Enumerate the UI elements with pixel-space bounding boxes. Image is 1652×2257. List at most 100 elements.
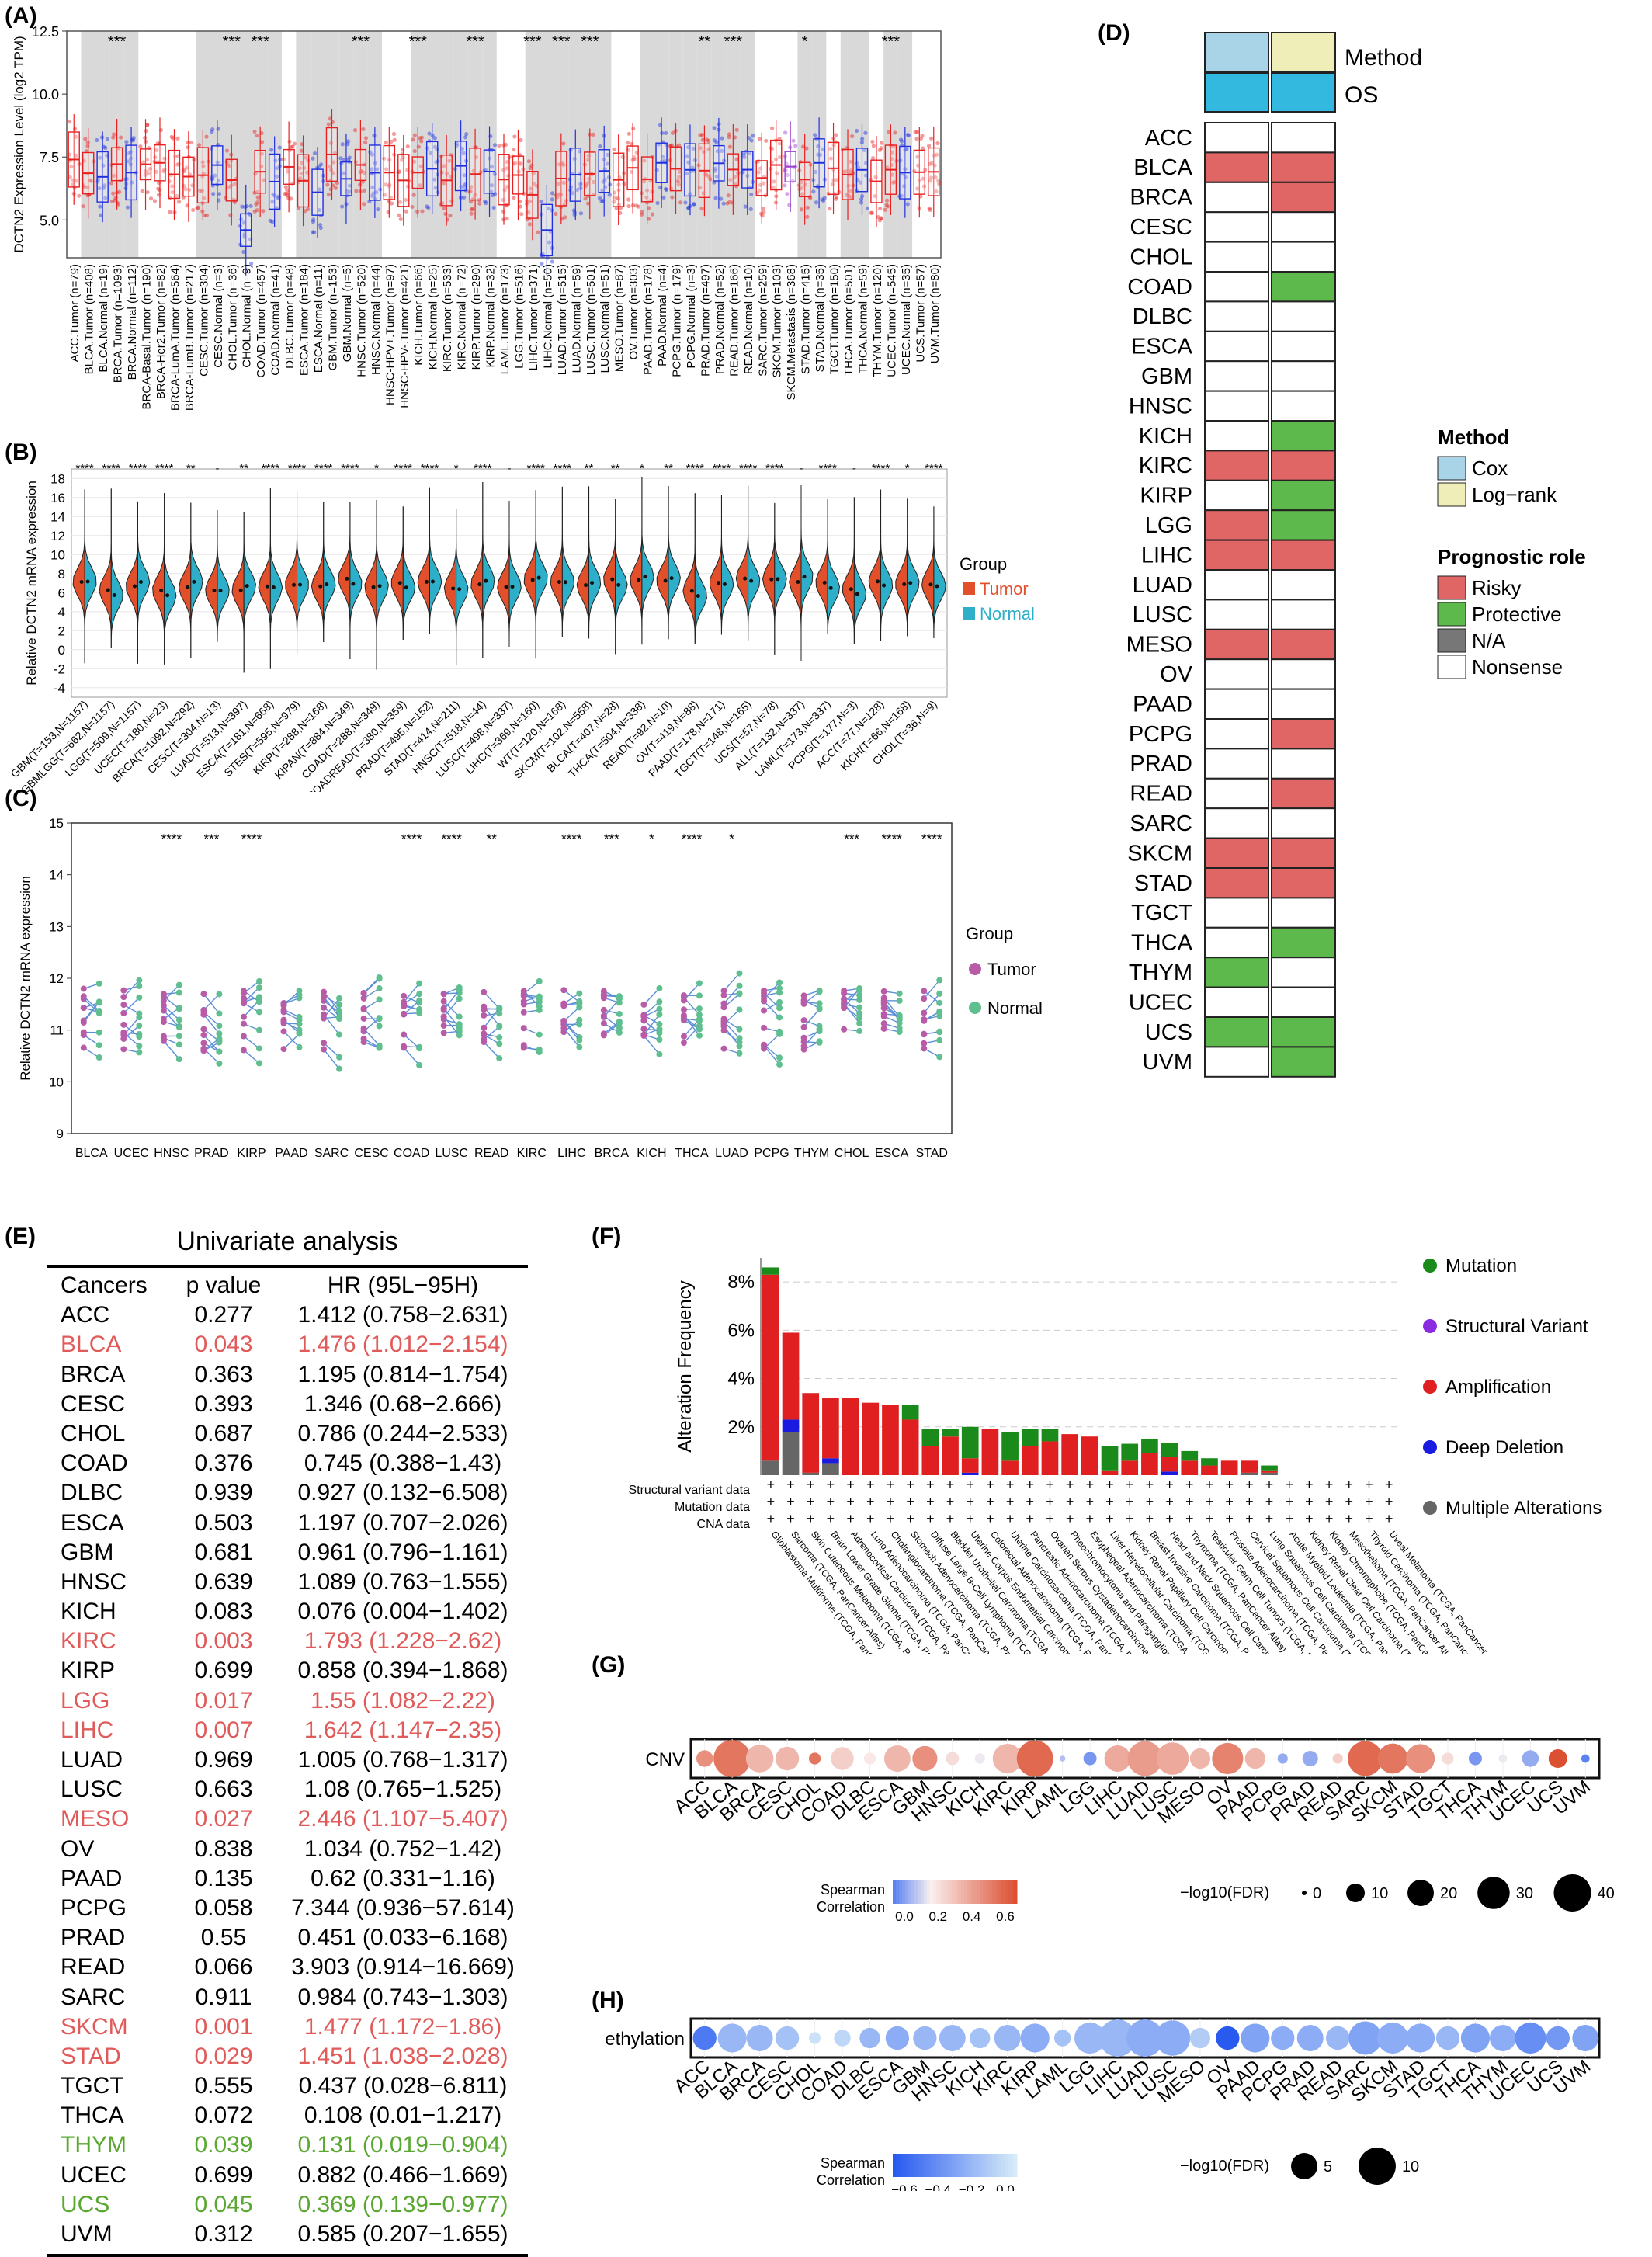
colorbar-segment — [980, 2154, 984, 2177]
median-dot — [86, 580, 90, 584]
data-point — [83, 137, 87, 141]
bar-segment — [783, 1419, 800, 1432]
data-point — [399, 217, 403, 221]
legend-swatch — [963, 582, 975, 595]
x-tick-label: ESCA.Normal (n=11) — [312, 264, 325, 373]
tumor-point — [120, 1002, 127, 1008]
tumor-point — [681, 1033, 687, 1040]
colorbar-segment — [936, 2154, 940, 2177]
p-value-cell: 0.969 — [169, 1745, 278, 1775]
data-available-mark: + — [1245, 1477, 1254, 1492]
significance-stars: **** — [527, 462, 546, 475]
data-available-mark: + — [906, 1477, 914, 1492]
normal-point — [817, 1023, 823, 1030]
legend-swatch — [1423, 1440, 1437, 1454]
normal-point — [817, 1006, 823, 1012]
y-tick-label: 12 — [49, 971, 64, 986]
data-point — [497, 144, 501, 148]
normal-point — [656, 1036, 662, 1043]
x-tick-label: KIRC.Normal (n=72) — [456, 264, 469, 370]
cancer-cell: THCA — [47, 2101, 169, 2130]
data-available-mark: + — [1086, 1511, 1095, 1526]
colorbar-segment — [958, 1880, 962, 1904]
data-point — [820, 197, 824, 201]
y-tick-label: 4% — [727, 1369, 755, 1390]
data-point — [626, 141, 630, 144]
data-point — [683, 200, 687, 204]
tumor-point — [81, 1019, 87, 1026]
colorbar-segment — [930, 1880, 934, 1904]
data-available-mark: + — [846, 1477, 855, 1492]
method-cox-cell — [1205, 33, 1268, 71]
x-tick-label: PRAD — [194, 1147, 228, 1160]
cancer-cell: STAD — [47, 2042, 169, 2071]
data-point — [872, 144, 876, 148]
bar-segment — [1241, 1460, 1258, 1473]
normal-point — [696, 1026, 703, 1032]
normal-point — [416, 1045, 422, 1051]
correlation-dot — [884, 1745, 911, 1772]
data-available-mark: + — [1146, 1494, 1154, 1509]
data-point — [109, 181, 113, 185]
tumor-point — [481, 1012, 487, 1019]
data-point — [512, 196, 515, 200]
median-dot — [616, 583, 620, 587]
tumor-point — [161, 1033, 167, 1040]
p-value-cell: 0.699 — [169, 1656, 278, 1686]
violin-normal — [297, 491, 309, 655]
data-available-mark: + — [1305, 1494, 1314, 1509]
data-available-mark: + — [1046, 1511, 1054, 1526]
x-tick-label: CESC.Normal (n=3) — [212, 264, 225, 368]
colorbar-segment — [967, 2154, 971, 2177]
legend-title: Method — [1438, 425, 1509, 449]
data-point — [338, 156, 342, 160]
colorbar-segment — [992, 1880, 996, 1904]
panel-g-cnv-dotplot: CNVACCBLCABRCACESCCHOLCOADDLBCESCAGBMHNS… — [606, 1661, 1646, 1988]
row-label: LIHC — [1141, 543, 1192, 568]
correlation-dot — [1377, 2023, 1408, 2054]
bar-segment — [962, 1427, 979, 1458]
data-point — [770, 127, 774, 130]
size-legend-label: 0 — [1313, 1885, 1321, 1902]
legend-label: Deep Deletion — [1446, 1437, 1564, 1458]
bar-segment — [822, 1458, 839, 1463]
data-point — [805, 146, 809, 150]
colorbar-segment — [961, 2154, 965, 2177]
x-tick-label: BRCA-LumA.Tumor (n=564) — [168, 264, 182, 411]
hr-cell: 0.437 (0.028−6.811) — [278, 2071, 528, 2101]
row-label: CNV — [645, 1749, 685, 1770]
median-dot — [239, 589, 243, 592]
x-tick-label: LIHC.Normal (n=50) — [541, 264, 554, 369]
correlation-dot — [1549, 1749, 1567, 1768]
colorbar-segment — [952, 1880, 956, 1904]
violin-normal — [456, 509, 468, 666]
normal-point — [856, 1028, 862, 1034]
data-available-mark: + — [887, 1511, 895, 1526]
y-tick-label: 7.5 — [40, 150, 59, 165]
normal-point — [256, 978, 262, 984]
violin-tumor — [657, 486, 668, 639]
violin-normal — [908, 498, 919, 636]
size-legend-label: 20 — [1440, 1885, 1457, 1902]
data-point — [899, 137, 903, 141]
x-tick-label: LUSC.Normal (n=51) — [599, 264, 612, 373]
x-tick-label: READ.Tumor (n=166) — [727, 264, 741, 377]
colorbar-segment — [989, 1880, 993, 1904]
data-point — [362, 202, 366, 206]
colorbar-segment — [914, 2154, 918, 2177]
data-point — [413, 149, 417, 153]
tumor-point — [241, 990, 247, 996]
data-available-mark: + — [1385, 1477, 1393, 1492]
tumor-point — [921, 1017, 927, 1023]
x-tick-label: COAD — [394, 1147, 429, 1160]
data-point — [217, 192, 221, 196]
data-point — [313, 151, 317, 155]
data-point — [448, 214, 452, 217]
correlation-dot — [1241, 2023, 1269, 2052]
normal-point — [176, 982, 182, 988]
data-point — [579, 211, 583, 215]
tumor-point — [321, 1040, 327, 1046]
normal-point — [696, 980, 703, 986]
data-point — [727, 135, 731, 139]
